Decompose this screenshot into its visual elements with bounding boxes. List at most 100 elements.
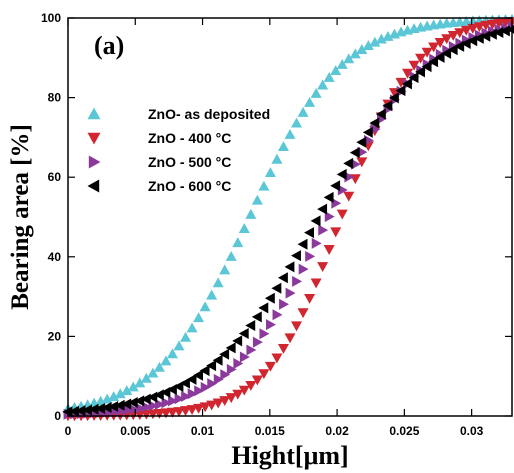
data-point <box>173 380 184 392</box>
data-point <box>311 237 322 249</box>
data-point <box>324 211 335 223</box>
data-point <box>135 402 146 414</box>
data-point <box>493 18 505 29</box>
data-point <box>206 289 218 300</box>
data-point <box>323 245 335 255</box>
data-point <box>272 309 283 321</box>
data-point <box>161 397 172 409</box>
data-point <box>343 157 354 169</box>
data-point <box>121 398 132 410</box>
data-point <box>428 56 439 68</box>
y-axis-title: Bearing area [%] <box>7 124 34 310</box>
data-point <box>357 146 368 158</box>
data-point <box>408 72 419 84</box>
x-tick-label: 0.025 <box>389 424 419 438</box>
data-point <box>212 277 224 288</box>
data-point <box>232 237 244 248</box>
data-point <box>297 308 309 319</box>
data-point <box>441 47 452 59</box>
data-point <box>499 25 510 37</box>
data-point <box>402 78 412 90</box>
data-point <box>285 287 296 299</box>
x-tick-label: 0.005 <box>120 424 150 438</box>
data-point <box>200 381 211 393</box>
data-point <box>408 60 420 71</box>
data-point <box>147 391 158 403</box>
data-point <box>101 402 112 414</box>
data-point <box>356 157 368 168</box>
data-point <box>199 365 210 377</box>
data-point <box>271 353 283 364</box>
data-point <box>344 171 355 183</box>
data-point <box>213 373 224 385</box>
data-point <box>141 401 152 413</box>
data-point <box>147 367 159 378</box>
data-point <box>447 30 459 41</box>
data-point <box>166 407 178 418</box>
data-point <box>173 340 185 351</box>
data-point <box>252 336 263 348</box>
data-point <box>174 393 185 405</box>
data-point <box>336 168 347 180</box>
data-point <box>304 97 316 107</box>
x-tick-label: 0 <box>65 424 72 438</box>
data-point <box>330 65 342 76</box>
data-point <box>284 128 296 139</box>
data-point <box>95 402 106 414</box>
data-point <box>173 407 185 417</box>
data-point <box>415 53 427 64</box>
data-point <box>284 261 295 273</box>
panel-label: (a) <box>94 31 124 60</box>
plot-frame <box>67 17 513 417</box>
data-point <box>259 328 270 340</box>
data-point <box>115 405 126 417</box>
data-point <box>238 223 250 234</box>
data-point <box>193 369 203 381</box>
data-point <box>193 403 205 414</box>
data-point <box>298 263 309 275</box>
data-point <box>140 372 152 383</box>
legend-label: ZnO - 500 °C <box>148 154 231 170</box>
data-point <box>134 377 146 388</box>
data-point <box>69 405 79 417</box>
data-point <box>186 373 197 385</box>
data-point <box>88 403 99 415</box>
legend-marker <box>87 179 100 193</box>
data-point <box>239 351 250 363</box>
data-point <box>305 250 316 262</box>
data-point <box>317 203 328 215</box>
data-point <box>434 38 446 48</box>
data-point <box>337 184 348 196</box>
data-point <box>225 250 237 261</box>
data-point <box>499 17 511 28</box>
data-point <box>473 32 484 44</box>
data-point <box>369 117 380 129</box>
data-point <box>310 278 322 289</box>
data-point <box>258 302 269 314</box>
data-point <box>277 344 289 354</box>
data-point <box>291 321 303 332</box>
y-tick-label: 20 <box>48 329 62 343</box>
legend-label: ZnO- as deposited <box>148 106 270 122</box>
data-point <box>317 262 329 273</box>
data-point <box>199 402 211 413</box>
x-tick-label: 0.02 <box>325 424 349 438</box>
data-point <box>258 180 270 191</box>
data-point <box>264 361 276 372</box>
data-point <box>180 406 192 417</box>
data-point <box>356 136 367 148</box>
data-point <box>160 355 172 366</box>
data-point <box>356 44 368 54</box>
y-tick-label: 60 <box>48 170 62 184</box>
data-point <box>362 126 373 138</box>
data-point <box>212 354 223 366</box>
data-point <box>166 348 178 359</box>
data-point <box>395 85 406 97</box>
data-point <box>473 22 485 33</box>
data-point <box>245 319 256 331</box>
data-point <box>186 405 198 416</box>
data-point <box>454 28 466 39</box>
data-point <box>108 391 120 402</box>
data-point <box>153 361 165 372</box>
data-point <box>350 158 361 170</box>
